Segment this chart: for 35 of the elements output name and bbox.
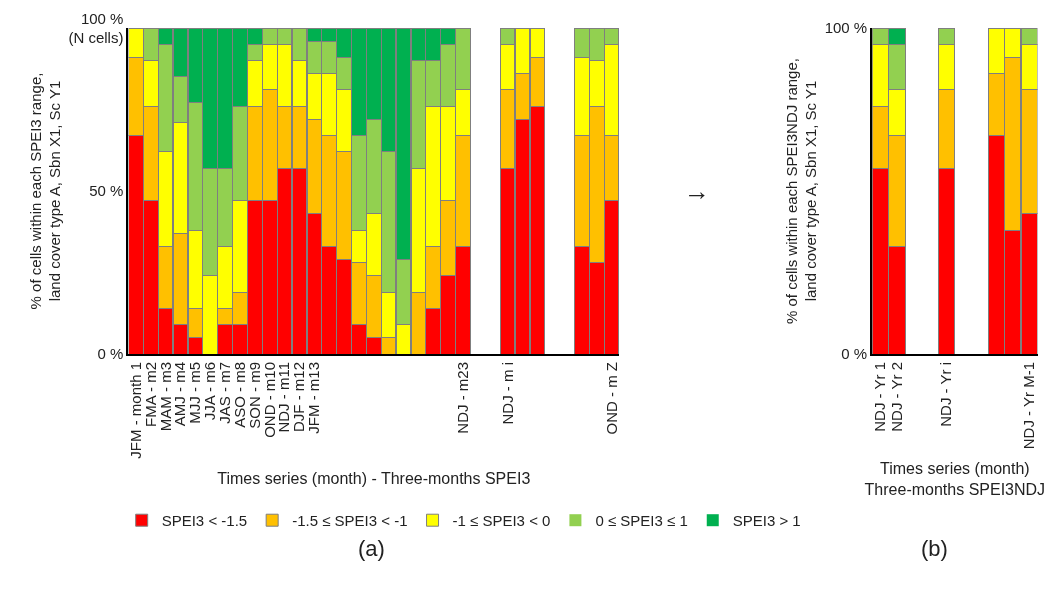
- x-tick-label: NDJ - Yr 1: [871, 362, 889, 432]
- x-tick-label: NDJ - Yr i: [937, 362, 955, 427]
- x-tick-label: MAM - m3: [156, 362, 174, 432]
- legend-label: -1.5 ≤ SPEI3 < -1: [292, 512, 408, 530]
- text: (a): [358, 536, 385, 561]
- x-tick-label: JFM - month 1: [126, 362, 144, 459]
- x-tick-label: JFM - m13: [305, 362, 323, 434]
- x-tick-label: OND - m10: [260, 362, 278, 438]
- x-tick-label: DJF - m12: [290, 362, 308, 433]
- x-tick-label: MJJ - m5: [186, 362, 204, 424]
- text: →: [684, 176, 710, 206]
- y-axis-title: % of cells within each SPEI3NDJ range, land cover type A, Sbn X1, Sc Y1: [782, 58, 820, 324]
- x-tick-label: NDJ - Yr M-1: [1020, 362, 1038, 450]
- y-tick-label: 100 % (N cells): [68, 9, 124, 46]
- legend-label: SPEI3 < -1.5: [161, 512, 248, 530]
- y-tick-label: 50 %: [89, 182, 124, 200]
- x-tick-label: NDJ - Yr 2: [887, 362, 905, 432]
- y-tick-label: 0 %: [841, 345, 868, 363]
- text: (b): [921, 536, 948, 561]
- x-tick-label: NDJ - m11: [275, 362, 293, 433]
- y-axis-title: % of cells within each SPEI3 range, land cover type A, Sbn X1, Sc Y1: [26, 72, 64, 310]
- y-tick-label: 100 %: [824, 19, 868, 37]
- x-tick-label: NDJ - m23: [453, 362, 471, 434]
- legend-label: -1 ≤ SPEI3 < 0: [452, 512, 551, 530]
- x-axis-title: Times series (month) Three-months SPEI3NDJ: [864, 460, 1046, 499]
- x-tick-label: FMA - m2: [141, 362, 159, 428]
- x-tick-label: ASO - m8: [230, 362, 248, 428]
- legend-label: 0 ≤ SPEI3 ≤ 1: [595, 512, 688, 530]
- x-tick-label: SON - m9: [245, 362, 263, 429]
- x-tick-label: AMJ - m4: [171, 362, 189, 427]
- x-tick-label: NDJ - m i: [498, 362, 516, 425]
- x-axis-title: Times series (month) - Three-months SPEI3: [217, 469, 531, 487]
- x-tick-label: OND - m Z: [602, 362, 620, 435]
- legend-label: SPEI3 > 1: [732, 512, 801, 530]
- y-tick-label: 0 %: [97, 345, 124, 363]
